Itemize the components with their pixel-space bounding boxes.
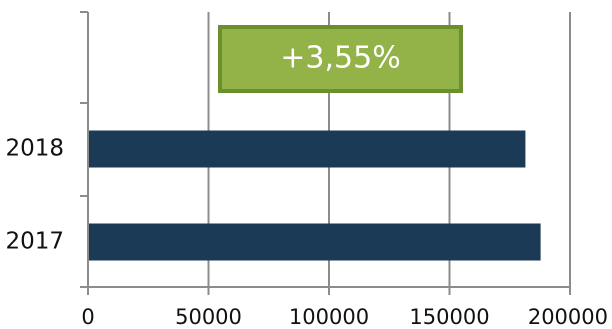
category-label-2018: 2018	[5, 136, 64, 162]
growth-annotation-text: +3,55%	[280, 41, 400, 76]
x-tick-label-100000: 100000	[289, 305, 369, 329]
axes	[80, 11, 571, 295]
bar-2018	[88, 130, 526, 168]
bars	[88, 130, 541, 261]
x-tick-labels: 0 50000 100000 150000 200000	[81, 305, 608, 329]
x-tick-label-0: 0	[81, 305, 94, 329]
growth-annotation-box	[218, 25, 463, 93]
category-labels: 2018 2017	[5, 136, 64, 255]
x-tick-label-200000: 200000	[528, 305, 608, 329]
category-label-2017: 2017	[5, 229, 64, 255]
growth-annotation: +3,55%	[218, 25, 463, 93]
x-tick-label-50000: 50000	[175, 305, 242, 329]
bar-2017	[88, 223, 541, 261]
x-tick-label-150000: 150000	[409, 305, 489, 329]
